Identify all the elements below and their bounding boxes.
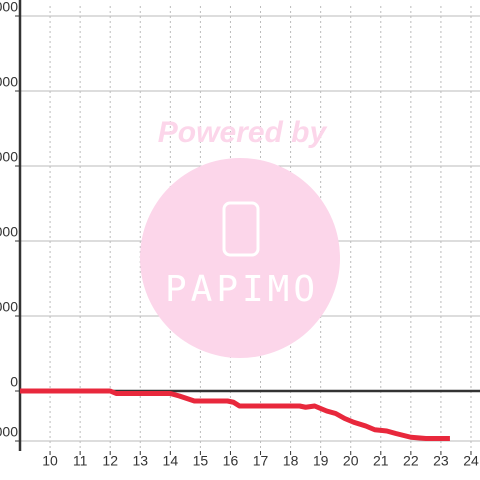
- y-tick-label: 150,000: [0, 0, 18, 15]
- x-tick-label: 15: [193, 453, 209, 469]
- line: [20, 388, 450, 441]
- y-tick-label: 60,000: [0, 224, 18, 240]
- x-tick-label: 10: [42, 453, 58, 469]
- x-tick-label: 20: [343, 453, 359, 469]
- y-tick-label: 0: [10, 374, 18, 390]
- x-tick-label: 17: [253, 453, 269, 469]
- watermark: Powered by PAPIMO: [140, 116, 340, 358]
- watermark-circle: [140, 158, 340, 358]
- y-tick-label: 90,000: [0, 149, 18, 165]
- watermark-logo: PAPIMO: [165, 269, 319, 310]
- y-tick-label: 30,000: [0, 299, 18, 315]
- x-tick-label: 14: [163, 453, 179, 469]
- x-tick-label: 18: [283, 453, 299, 469]
- x-tick-label: 22: [403, 453, 419, 469]
- x-tick-label: 19: [313, 453, 329, 469]
- x-tick-label: 24: [463, 453, 479, 469]
- y-tick-label: 120,000: [0, 74, 18, 90]
- x-tick-label: 13: [132, 453, 148, 469]
- x-tick-label: 12: [102, 453, 118, 469]
- x-tick-label: 21: [373, 453, 389, 469]
- watermark-icon: [222, 201, 260, 257]
- x-tick-label: 23: [433, 453, 449, 469]
- x-tick-label: 16: [223, 453, 239, 469]
- watermark-text: Powered by: [158, 116, 328, 149]
- x-tick-label: 11: [73, 453, 88, 469]
- y-tick-label: -20,000: [0, 424, 18, 440]
